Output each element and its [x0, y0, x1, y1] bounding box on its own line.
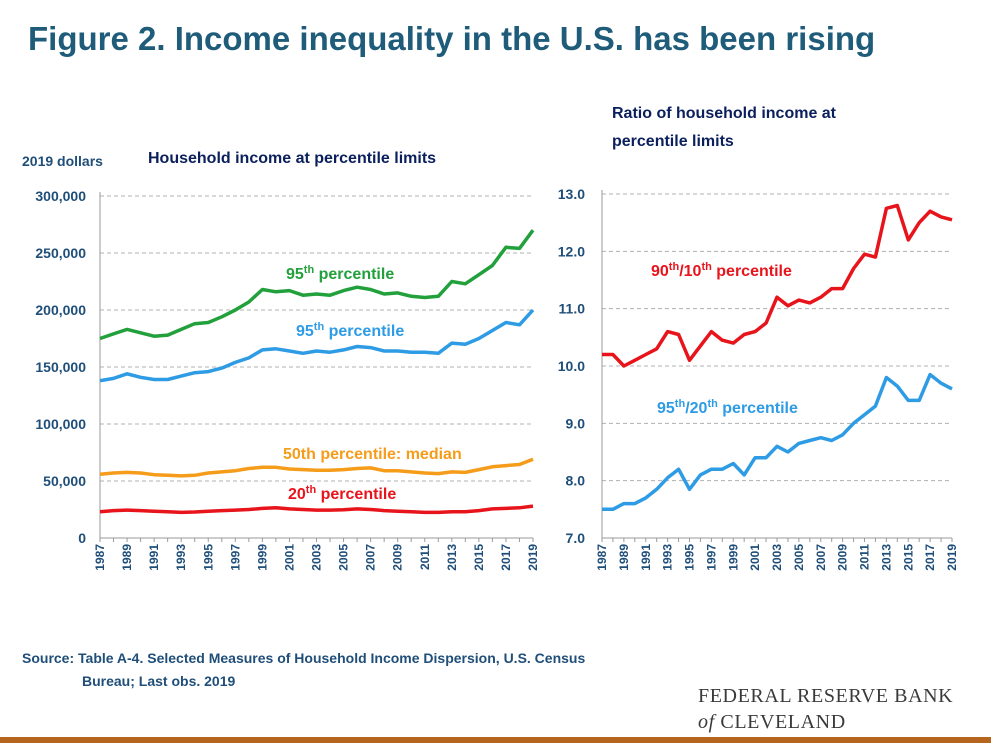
left-y-axis-unit: 2019 dollars — [22, 153, 103, 169]
right-y-tick-label: 10.0 — [558, 358, 585, 374]
left-x-tick-label: 1999 — [255, 544, 269, 571]
left-y-tick-label: 0 — [78, 530, 86, 546]
left-x-tick-label: 1997 — [228, 544, 242, 571]
right-x-tick-label: 2005 — [792, 544, 806, 571]
left-series-label-0: 95th percentile — [286, 264, 394, 283]
right-y-tick-label: 8.0 — [566, 473, 586, 489]
right-x-tick-label: 1987 — [595, 544, 609, 571]
figure-title: Figure 2. Income inequality in the U.S. … — [28, 20, 876, 57]
right-x-tick-label: 1995 — [683, 544, 697, 571]
left-x-tick-label: 2013 — [445, 544, 459, 571]
right-y-tick-label: 12.0 — [558, 243, 585, 259]
left-x-tick-label: 2011 — [418, 544, 432, 570]
right-chart-title-line-2: percentile limits — [612, 133, 734, 150]
left-y-tick-label: 250,000 — [35, 245, 86, 261]
left-x-tick-label: 1987 — [93, 544, 107, 571]
left-y-tick-label: 200,000 — [35, 302, 86, 318]
left-y-tick-label: 100,000 — [35, 416, 86, 432]
logo-city: CLEVELAND — [720, 711, 846, 733]
source-line-1: Source: Table A-4. Selected Measures of … — [22, 650, 586, 666]
right-series-label-0: 90th/10th percentile — [651, 261, 792, 280]
right-x-tick-label: 1989 — [617, 544, 631, 571]
left-x-tick-label: 2017 — [499, 544, 513, 571]
left-x-tick-label: 2007 — [364, 544, 378, 571]
right-x-tick-label: 1993 — [661, 544, 675, 571]
left-x-tick-label: 1991 — [147, 544, 161, 571]
right-series-label-1: 95th/20th percentile — [657, 398, 798, 417]
logo-of: of — [698, 711, 715, 733]
right-x-tick-label: 2011 — [858, 544, 872, 570]
left-series-line-3 — [99, 504, 534, 515]
left-series-label-3: 20th percentile — [288, 484, 396, 503]
logo-line-1: FEDERAL RESERVE BANK — [698, 685, 954, 707]
left-series-label-2: 50th percentile: median — [283, 446, 462, 463]
left-chart-title: Household income at percentile limits — [148, 150, 437, 167]
left-series-line-2 — [99, 457, 534, 478]
right-series-line-1 — [602, 372, 953, 512]
left-series-line-1 — [99, 308, 535, 383]
right-x-tick-label: 1997 — [704, 544, 718, 571]
right-x-tick-label: 1991 — [639, 544, 653, 571]
right-y-tick-label: 13.0 — [558, 186, 585, 202]
right-x-tick-label: 2019 — [945, 544, 959, 571]
left-x-tick-label: 1995 — [201, 544, 215, 571]
right-x-tick-label: 2013 — [879, 544, 893, 571]
left-series-label-1: 95th percentile — [296, 321, 404, 340]
left-x-tick-label: 2009 — [391, 544, 405, 571]
left-y-tick-label: 150,000 — [35, 359, 86, 375]
right-y-tick-label: 11.0 — [559, 301, 586, 317]
right-x-tick-label: 2017 — [923, 544, 937, 571]
left-x-tick-label: 1993 — [174, 544, 188, 571]
right-series-line-0 — [602, 203, 953, 368]
right-x-tick-label: 2009 — [836, 544, 850, 571]
right-y-tick-label: 9.0 — [566, 415, 586, 431]
left-x-tick-label: 2015 — [472, 544, 486, 571]
footer-rule — [0, 737, 991, 743]
fed-cleveland-logo: FEDERAL RESERVE BANK of CLEVELAND — [698, 683, 953, 735]
right-x-tick-label: 2001 — [748, 544, 762, 571]
left-series-line-0 — [99, 229, 535, 341]
right-chart-title: Ratio of household income at percentile … — [612, 100, 836, 156]
right-x-tick-label: 2007 — [814, 544, 828, 571]
right-y-tick-label: 7.0 — [566, 530, 586, 546]
right-chart-title-line-1: Ratio of household income at — [612, 105, 837, 122]
left-y-tick-label: 300,000 — [35, 188, 86, 204]
left-x-tick-label: 2003 — [310, 544, 324, 571]
right-x-tick-label: 1999 — [726, 544, 740, 571]
right-x-tick-label: 2003 — [770, 544, 784, 571]
left-y-tick-label: 50,000 — [43, 473, 86, 489]
source-note: Source: Table A-4. Selected Measures of … — [22, 647, 585, 693]
left-x-tick-label: 2001 — [282, 544, 296, 571]
left-x-tick-label: 2005 — [337, 544, 351, 571]
left-x-tick-label: 1989 — [120, 544, 134, 571]
left-x-tick-label: 2019 — [526, 544, 540, 571]
right-x-tick-label: 2015 — [901, 544, 915, 571]
source-line-2: Bureau; Last obs. 2019 — [82, 673, 236, 689]
